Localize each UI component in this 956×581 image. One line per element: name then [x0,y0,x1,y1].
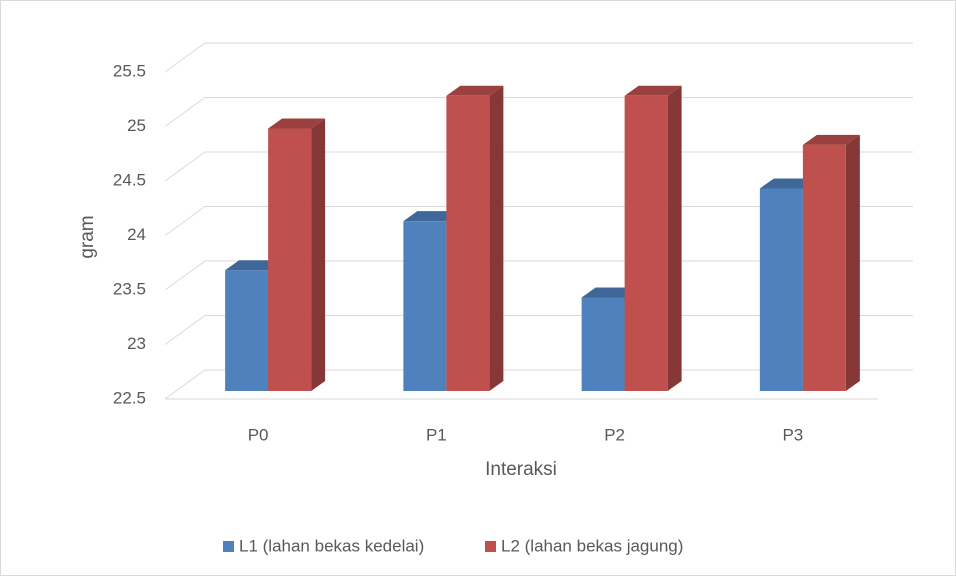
bar-face [311,118,326,391]
legend-swatch [223,541,234,552]
y-tick-label: 23 [127,334,146,353]
bar-face [446,85,504,96]
bar-face [802,134,860,145]
x-tick-label: P3 [782,425,803,444]
y-tick-label: 24 [127,225,146,244]
bar-face [624,85,682,96]
bar-face [489,85,504,392]
y-tick-label: 25.5 [113,61,146,80]
bar-face [667,85,682,392]
bar-face [581,297,625,391]
bar [624,85,682,392]
legend-swatch [485,541,496,552]
y-axis-title: gram [77,215,98,258]
bar [802,134,860,391]
bar-face [624,95,668,392]
bar-face [759,178,817,189]
y-tick-label: 25 [127,116,146,135]
x-axis-title: Interaksi [485,459,557,480]
x-tick-label: P1 [426,425,447,444]
bar-face [268,118,326,129]
bar-face [403,211,461,222]
bar-face [845,134,860,391]
bar-face [268,128,312,391]
bar-face [225,260,283,271]
bar-face [581,287,639,298]
y-tick-label: 22.5 [113,388,146,407]
y-tick-label: 23.5 [113,279,146,298]
bar-face [446,95,490,392]
bar [446,85,504,392]
grid-line [164,42,913,73]
x-tick-label: P2 [604,425,625,444]
bar-face [759,188,803,391]
legend-label: L2 (lahan bekas jagung) [501,536,683,555]
bar-face [802,144,846,391]
x-tick-label: P0 [248,425,269,444]
legend-label: L1 (lahan bekas kedelai) [239,536,424,555]
bar-face [225,270,269,391]
y-tick-label: 24.5 [113,170,146,189]
bar [268,118,326,391]
bar-face [403,221,447,391]
